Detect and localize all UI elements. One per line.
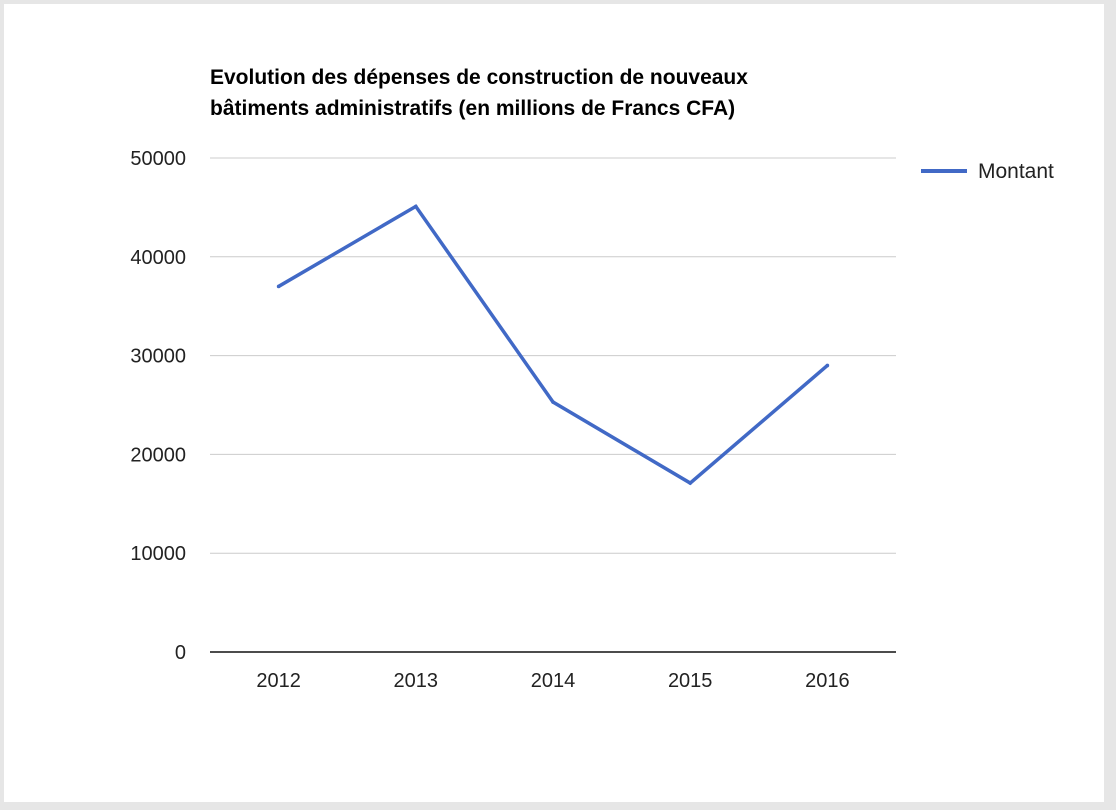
data-point: [414, 204, 418, 209]
legend-label-montant: Montant: [978, 160, 1054, 183]
y-tick-label: 50000: [130, 148, 186, 170]
data-point: [551, 400, 555, 404]
gridlines: [210, 157, 896, 653]
x-tick-label: 2016: [805, 670, 850, 692]
chart-title: Evolution des dépenses de construction d…: [210, 66, 748, 120]
data-point: [825, 363, 830, 368]
chart-title-line-2: bâtiments administratifs (en millions de…: [210, 97, 735, 120]
series-layer: [276, 204, 830, 486]
y-tick-label: 40000: [130, 247, 186, 269]
y-tick-label: 20000: [130, 444, 186, 466]
y-tick-label: 0: [175, 642, 186, 664]
y-axis-ticks: 0 10000 20000 30000 40000 50000: [130, 148, 186, 664]
x-tick-label: 2013: [394, 670, 439, 692]
data-point: [688, 481, 692, 485]
chart-title-line-1: Evolution des dépenses de construction d…: [210, 66, 748, 89]
y-tick-label: 10000: [130, 543, 186, 565]
x-tick-label: 2012: [256, 670, 301, 692]
series-line-montant: [277, 204, 829, 486]
data-point: [276, 284, 281, 289]
legend: Montant: [921, 160, 1054, 183]
x-tick-label: 2014: [531, 670, 576, 692]
x-axis-ticks: 2012 2013 2014 2015 2016: [256, 670, 849, 692]
y-tick-label: 30000: [130, 346, 186, 368]
x-tick-label: 2015: [668, 670, 713, 692]
